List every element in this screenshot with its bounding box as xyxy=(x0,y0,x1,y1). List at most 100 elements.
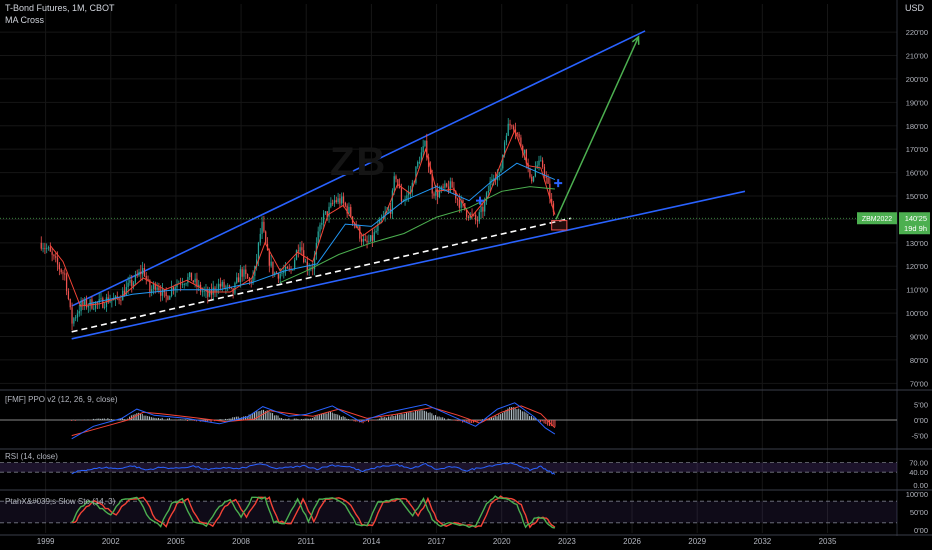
candle-body xyxy=(326,211,328,217)
candle-body xyxy=(283,271,285,274)
candle-body xyxy=(49,247,51,252)
candle-body xyxy=(348,207,350,214)
candle-body xyxy=(458,199,460,208)
time-tick-label: 2008 xyxy=(232,537,250,546)
ppo-tick-label: 5'00 xyxy=(914,400,928,409)
candle-body xyxy=(507,123,509,136)
cross-marker[interactable] xyxy=(475,196,484,205)
candle-body xyxy=(379,219,381,225)
candle-body xyxy=(393,176,395,191)
candle-body xyxy=(498,172,500,176)
candle-body xyxy=(350,207,352,217)
candle-body xyxy=(520,137,522,146)
candle-body xyxy=(321,222,323,225)
price-tick-label: 100'00 xyxy=(906,309,928,318)
price-axis[interactable]: 220'00 210'00 200'00 190'00 180'00 170'00 160'… xyxy=(906,28,928,388)
price-tick-label: 150'00 xyxy=(906,192,928,201)
candle-body xyxy=(552,203,555,213)
candle-body xyxy=(342,196,345,203)
candle-body xyxy=(51,251,53,255)
moving-averages xyxy=(49,129,556,307)
price-tick-label: 160'00 xyxy=(906,169,928,178)
candle-body xyxy=(203,291,205,292)
trendlines[interactable] xyxy=(71,30,746,340)
time-axis[interactable]: 1999 2002 2005 2008 2011 2014 2017 2020 2023 2026… xyxy=(37,537,837,546)
trendline-lower-channel[interactable] xyxy=(71,190,746,340)
candle-body xyxy=(165,292,167,297)
candle-body xyxy=(493,178,495,180)
candle-body xyxy=(368,241,370,243)
candle-body xyxy=(221,281,223,287)
candle-body xyxy=(198,284,200,288)
candle-body xyxy=(47,247,50,249)
candle-body xyxy=(337,198,339,203)
target-arrow-line[interactable] xyxy=(555,36,640,220)
candle-body xyxy=(426,140,428,158)
candle-body xyxy=(78,311,80,314)
candle-body xyxy=(502,154,504,169)
candle-body xyxy=(232,288,234,294)
ma-cross-legend[interactable]: MA Cross xyxy=(5,15,45,25)
candle-body xyxy=(400,188,403,202)
candle-body xyxy=(243,269,245,277)
time-tick-label: 2029 xyxy=(688,537,706,546)
candle-body xyxy=(429,166,432,175)
candle-body xyxy=(147,279,149,281)
drawing-markers[interactable] xyxy=(475,35,640,231)
ppo-pane[interactable]: 5'00 0'00 -5'00 xyxy=(0,400,928,441)
ppo-tick-label: 0'00 xyxy=(914,416,928,425)
trendline-upper-channel[interactable] xyxy=(71,30,646,307)
candle-body xyxy=(341,196,343,204)
candle-body xyxy=(241,269,243,277)
candle-body xyxy=(373,232,375,241)
rsi-title[interactable]: RSI (14, close) xyxy=(5,452,58,461)
candle-body xyxy=(245,269,247,275)
symbol-tag xyxy=(857,212,897,225)
candle-body xyxy=(125,287,127,296)
time-tick-label: 2017 xyxy=(428,537,446,546)
price-tick-label: 200'00 xyxy=(906,75,928,84)
sto-title[interactable]: PtahX&#039;s Slow Sto (14, 3) xyxy=(5,497,116,506)
candle-body xyxy=(534,168,537,177)
slow-sto-pane[interactable]: 100'00 50'00 0'00 xyxy=(0,490,928,535)
ppo-title[interactable]: [FMF] PPO v2 (12, 26, 9, close) xyxy=(5,395,118,404)
candle-body xyxy=(170,287,173,297)
price-tick-label: 110'00 xyxy=(906,286,928,295)
highlight-box[interactable] xyxy=(551,220,568,231)
candle-body xyxy=(295,250,298,260)
pane-separators[interactable] xyxy=(0,0,932,536)
candle-body xyxy=(362,239,365,242)
candles xyxy=(40,118,555,331)
currency-label[interactable]: USD xyxy=(904,3,924,13)
candle-body xyxy=(330,202,332,207)
candle-body xyxy=(223,281,225,288)
price-tick-label: 180'00 xyxy=(906,122,928,131)
candle-body xyxy=(82,301,84,306)
candle-body xyxy=(538,160,540,166)
candle-body xyxy=(359,226,361,239)
candle-body xyxy=(250,280,252,284)
candle-body xyxy=(397,179,399,185)
time-tick-label: 2011 xyxy=(298,537,316,546)
candle-body xyxy=(357,226,359,228)
candle-body xyxy=(471,213,473,215)
candle-body xyxy=(73,318,75,324)
candle-body xyxy=(503,142,506,155)
target-arrow-head[interactable] xyxy=(631,35,640,45)
candle-body xyxy=(456,198,459,200)
candle-body xyxy=(317,231,319,243)
candle-body xyxy=(118,298,120,301)
candle-body xyxy=(94,302,97,309)
candle-body xyxy=(192,280,194,283)
candle-body xyxy=(551,198,553,204)
candle-body xyxy=(540,160,542,162)
candle-body xyxy=(259,233,261,243)
candle-body xyxy=(543,166,546,176)
trendline-median-dashed[interactable] xyxy=(71,217,572,333)
candle-body xyxy=(87,305,89,308)
chart-title[interactable]: T-Bond Futures, 1M, CBOT xyxy=(5,3,115,13)
cross-marker[interactable] xyxy=(554,179,563,188)
candle-body xyxy=(176,284,178,288)
